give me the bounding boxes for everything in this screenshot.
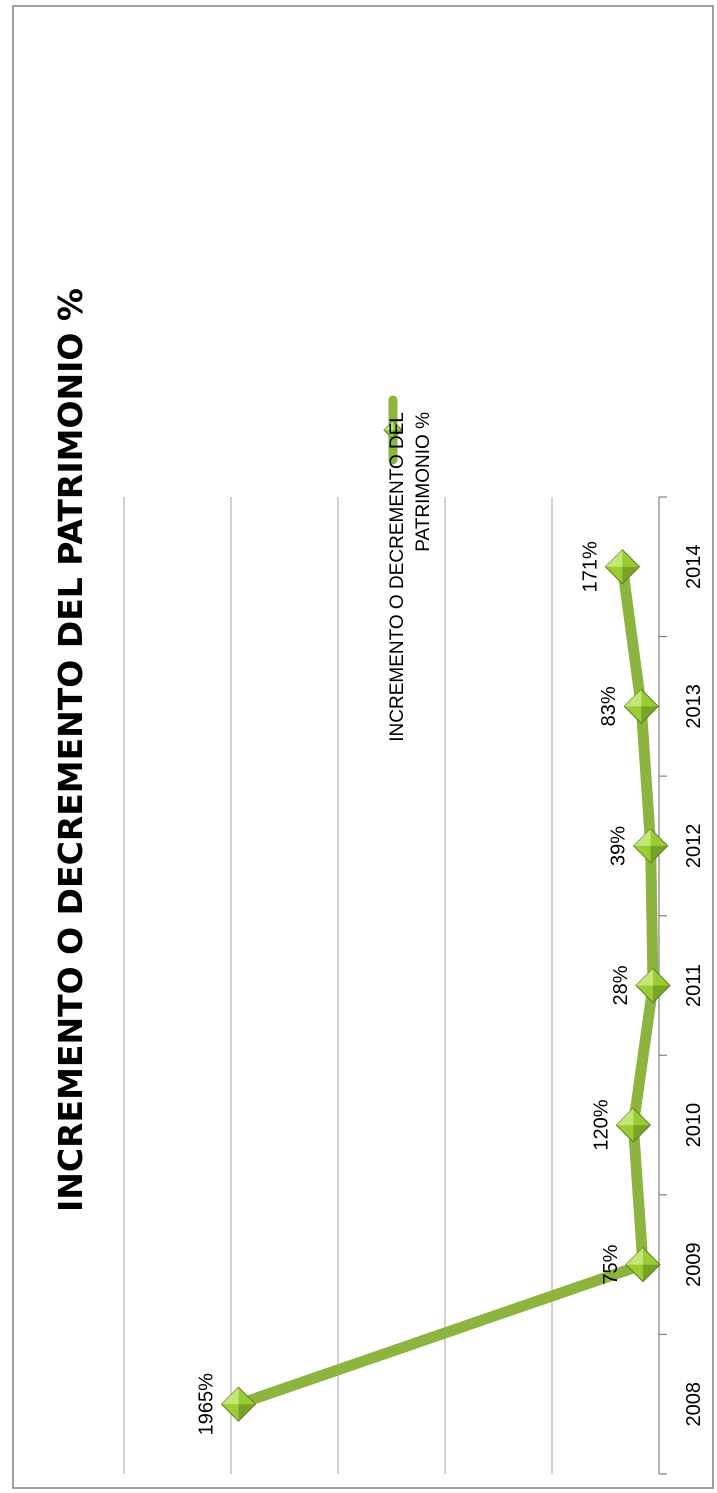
data-label: 120% (590, 1099, 612, 1150)
legend-label: PATRIMONIO % (413, 412, 434, 552)
marker-shadow (641, 706, 659, 724)
x-tick-label: 2012 (683, 824, 705, 869)
marker-highlight (605, 549, 623, 567)
x-tick-label: 2014 (683, 545, 705, 590)
data-label: 39% (608, 826, 630, 866)
marker-highlight (221, 1387, 239, 1405)
marker-shadow (393, 430, 402, 439)
marker-shadow (238, 1404, 256, 1422)
data-point-marker (615, 1107, 652, 1143)
marker-shadow (653, 985, 671, 1003)
data-label: 171% (579, 541, 601, 592)
marker-highlight (616, 1108, 634, 1126)
marker-highlight (624, 689, 642, 707)
data-point-marker (623, 688, 659, 725)
chart-border (12, 5, 714, 1489)
marker-shadow (633, 1125, 651, 1143)
data-point-marker (625, 1246, 661, 1283)
data-label: 1965% (195, 1373, 217, 1435)
marker-shadow (642, 1264, 660, 1282)
data-label: 83% (598, 686, 620, 726)
data-point-marker (604, 549, 641, 585)
x-tick-label: 2013 (683, 684, 705, 729)
data-label: 28% (610, 965, 632, 1005)
data-label: 75% (600, 1244, 622, 1284)
legend: INCREMENTO O DECREMENTO DEL PATRIMONIO % (383, 395, 434, 742)
plot-labels: 1965% 75% 120% 28% 39% 83% 171% (195, 541, 632, 1435)
x-tick-label: 2008 (683, 1382, 705, 1427)
plot-grid (123, 497, 553, 1474)
legend-label: INCREMENTO O DECREMENTO DEL (387, 412, 408, 742)
marker-highlight (633, 828, 651, 846)
x-tick-label: 2010 (683, 1103, 705, 1148)
marker-highlight (636, 968, 654, 986)
data-point-marker (220, 1386, 257, 1422)
x-tick-label: 2011 (683, 964, 705, 1007)
data-point-marker (635, 967, 671, 1004)
marker-shadow (622, 566, 640, 584)
marker-highlight (625, 1247, 643, 1265)
plot-series (220, 549, 671, 1422)
data-point-marker (383, 420, 403, 440)
data-point-marker (632, 828, 669, 864)
chart-title: INCREMENTO O DECREMENTO DEL PATRIMONIO % (51, 288, 90, 1212)
x-tick-label: 2009 (683, 1242, 705, 1287)
marker-shadow (650, 845, 668, 863)
marker-highlight (384, 421, 393, 430)
